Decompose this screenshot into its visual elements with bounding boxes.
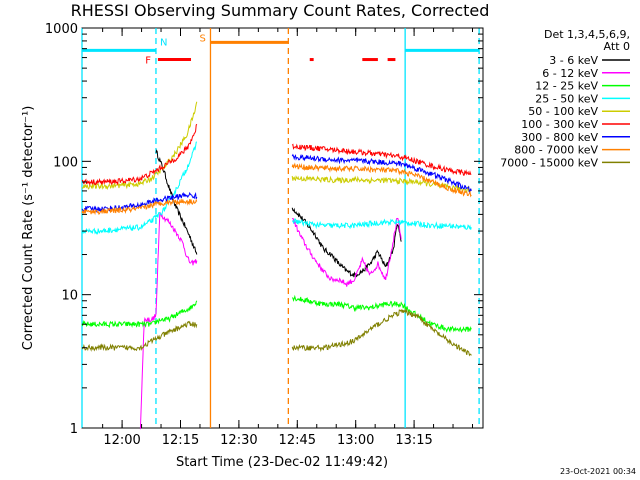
legend-label-1: 6 - 12 keV: [542, 67, 598, 80]
flag-label-2: S: [200, 33, 206, 44]
flag-label-0: N: [160, 38, 167, 49]
y-tick-label-0: 1: [70, 422, 78, 437]
series-3-segment-1: [291, 218, 472, 230]
series-2: [81, 294, 472, 333]
legend-label-2: 12 - 25 keV: [535, 80, 598, 93]
x-tick-label-5: 13:15: [395, 433, 432, 448]
legend-label-0: 3 - 6 keV: [549, 54, 598, 67]
series-1-segment-0: [139, 211, 198, 430]
series-0-segment-1: [291, 207, 402, 278]
series-5-segment-0: [81, 123, 198, 187]
x-tick-label-3: 12:45: [279, 433, 316, 448]
series-6: [81, 153, 472, 214]
series-1: [139, 211, 402, 430]
chart-title: RHESSI Observing Summary Count Rates, Co…: [71, 1, 490, 20]
series-7: [81, 162, 472, 216]
series-7-segment-0: [81, 198, 198, 216]
y-tick-label-2: 100: [53, 155, 78, 170]
legend-label-4: 50 - 100 keV: [528, 105, 598, 118]
series-4: [81, 101, 472, 193]
y-axis-label: Corrected Count Rate (s⁻¹ detector⁻¹): [21, 106, 36, 351]
legend-title-0: Det 1,3,4,5,6,9,: [544, 28, 630, 41]
series-6-segment-0: [81, 191, 198, 214]
y-tick-label-3: 1000: [45, 22, 78, 37]
series-8: [81, 308, 472, 357]
series-2-segment-0: [81, 300, 198, 329]
x-axis-label: Start Time (23-Dec-02 11:49:42): [176, 455, 388, 470]
series-6-segment-1: [291, 153, 472, 193]
series-3-segment-0: [81, 141, 198, 235]
legend-label-5: 100 - 300 keV: [521, 118, 598, 131]
x-tick-label-2: 12:30: [220, 433, 257, 448]
legend-label-6: 300 - 800 keV: [521, 131, 598, 144]
series-3: [81, 141, 472, 235]
flag-label-1: F: [145, 56, 151, 67]
series-7-segment-1: [291, 162, 472, 198]
x-tick-label-0: 12:00: [103, 433, 140, 448]
series-5: [81, 123, 472, 187]
x-axis: 12:00 12:15 12:30 12:45 13:00 13:15: [102, 28, 473, 448]
series-5-segment-1: [291, 143, 472, 176]
plot-marks: NF S: [81, 28, 480, 428]
series-8-segment-1: [291, 308, 472, 357]
series-1-segment-1: [291, 217, 402, 287]
series-lines: [81, 101, 472, 430]
series-2-segment-1: [292, 294, 472, 333]
legend-label-7: 800 - 7000 keV: [514, 144, 598, 157]
legend-label-8: 7000 - 15000 keV: [500, 156, 598, 169]
x-tick-label-4: 13:00: [337, 433, 374, 448]
legend-label-3: 25 - 50 keV: [535, 92, 598, 105]
series-4-segment-0: [81, 101, 198, 191]
footer-timestamp: 23-Oct-2021 00:34: [560, 467, 636, 476]
x-tick-label-1: 12:15: [162, 433, 199, 448]
y-tick-label-1: 10: [61, 289, 78, 304]
series-8-segment-0: [81, 320, 198, 352]
y-axis: 1 10 100 1000: [45, 22, 483, 437]
series-4-segment-1: [291, 175, 472, 193]
legend-title-1: Att 0: [604, 40, 630, 53]
